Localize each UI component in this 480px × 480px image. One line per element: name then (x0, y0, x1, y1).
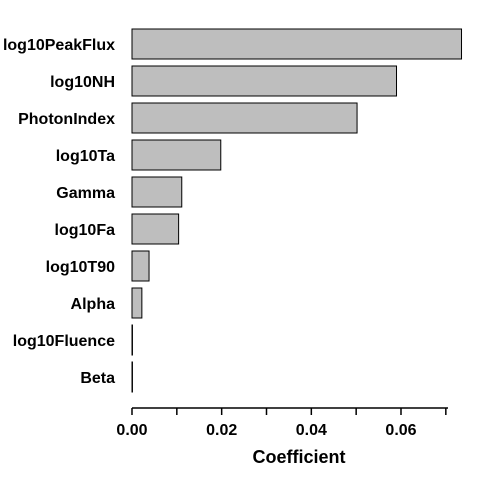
x-tick-label: 0.00 (116, 422, 147, 439)
bar-log10Fa (132, 214, 179, 244)
category-label: log10NH (50, 74, 115, 91)
x-tick-label: 0.06 (385, 422, 416, 439)
category-label: log10Fa (55, 222, 116, 239)
category-labels: log10PeakFlux log10NH PhotonIndex log10Ta Ga… (3, 37, 115, 387)
category-label: log10T90 (46, 259, 115, 276)
bar-log10Ta (132, 140, 221, 170)
bar-Alpha (132, 288, 142, 318)
x-tick-label: 0.02 (206, 422, 237, 439)
category-label: log10Ta (56, 148, 115, 165)
category-label: log10Fluence (13, 333, 115, 350)
bar-log10PeakFlux (132, 29, 462, 59)
bar-log10NH (132, 66, 397, 96)
category-label: Alpha (71, 296, 116, 313)
bar-log10T90 (132, 251, 149, 281)
x-tick-label: 0.04 (296, 422, 327, 439)
category-label: Beta (80, 370, 115, 387)
bars-group (132, 29, 462, 392)
x-axis-title: Coefficient (252, 447, 345, 467)
x-ticks: 0.00 0.02 0.04 0.06 (116, 408, 445, 439)
category-label: Gamma (56, 185, 115, 202)
bar-Gamma (132, 177, 182, 207)
category-label: PhotonIndex (18, 111, 115, 128)
category-label: log10PeakFlux (3, 37, 115, 54)
bar-PhotonIndex (132, 103, 357, 133)
